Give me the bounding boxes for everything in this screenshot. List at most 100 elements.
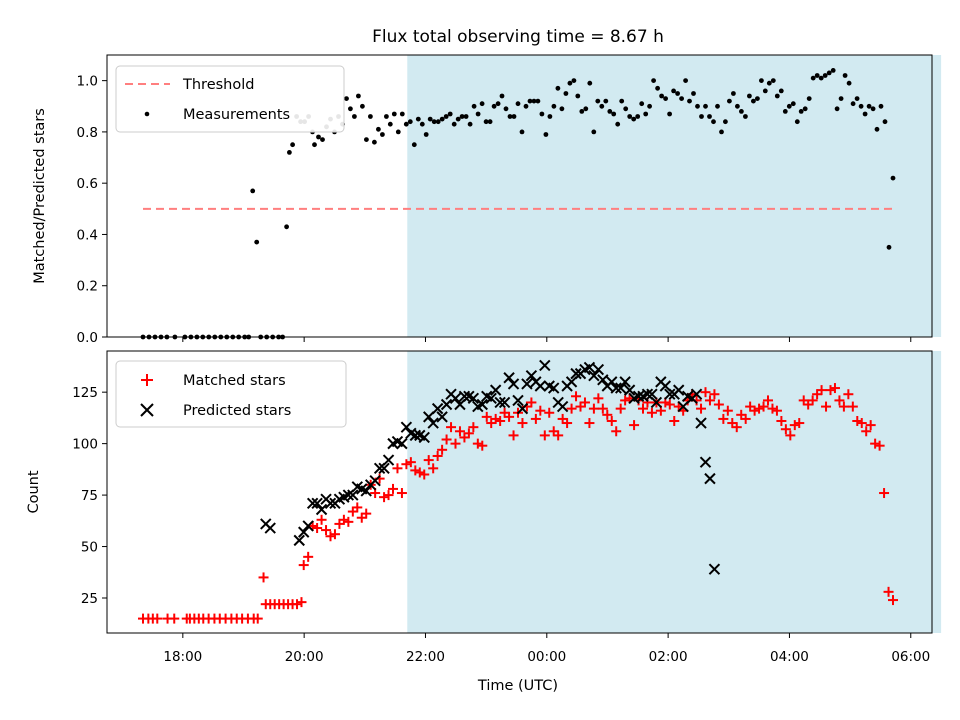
matched-point — [709, 389, 720, 400]
measurement-point — [431, 119, 437, 125]
matched-point — [865, 420, 876, 431]
measurement-point — [427, 116, 433, 122]
matched-point — [888, 595, 898, 606]
predicted-point — [293, 534, 305, 547]
matched-point — [379, 492, 390, 503]
matched-point — [602, 409, 613, 420]
matched-point — [553, 430, 564, 441]
predicted-point — [378, 462, 390, 475]
bottom-xtick-label: 02:00 — [649, 649, 688, 665]
measurement-point — [671, 88, 676, 94]
measurement-point — [719, 129, 724, 135]
measurement-point — [647, 103, 652, 109]
measurement-point — [862, 111, 868, 117]
matched-point — [763, 395, 773, 406]
measurement-point — [443, 114, 449, 119]
measurement-point — [890, 175, 896, 181]
measurement-point — [595, 98, 601, 104]
matched-point — [450, 438, 461, 449]
measurement-point — [587, 80, 593, 86]
matched-point — [669, 415, 680, 426]
predicted-point — [431, 402, 444, 415]
measurement-point — [447, 111, 453, 117]
matched-point — [696, 403, 707, 414]
matched-point — [298, 560, 309, 571]
matched-point — [441, 434, 452, 445]
matched-point — [749, 405, 760, 416]
matched-point — [829, 383, 840, 394]
measurement-point — [822, 73, 828, 78]
measurement-point — [423, 132, 429, 137]
bottom-ylabel: Count — [26, 470, 42, 513]
predicted-point — [440, 398, 453, 411]
bottom-ytick-label: 125 — [72, 385, 98, 401]
measurement-point — [786, 103, 792, 109]
measurement-point — [415, 116, 421, 122]
matched-point — [432, 450, 443, 461]
measurement-point — [806, 96, 812, 101]
matched-point — [388, 483, 398, 494]
measurement-point — [766, 80, 772, 86]
measurement-point — [870, 106, 876, 112]
predicted-point — [498, 396, 511, 409]
matched-point — [517, 418, 528, 429]
measurement-point — [778, 88, 784, 94]
measurement-point — [751, 98, 756, 104]
matched-point — [852, 415, 863, 426]
matched-point — [767, 403, 778, 414]
legend-measurements-label: Measurements — [183, 107, 290, 123]
matched-point — [713, 399, 724, 410]
matched-point — [646, 407, 657, 418]
measurement-point — [451, 121, 457, 127]
matched-point — [252, 613, 263, 624]
predicted-point — [623, 384, 636, 396]
measurement-point — [312, 142, 317, 148]
legend-predicted-label: Predicted stars — [183, 403, 291, 419]
measurement-point — [711, 119, 716, 125]
predicted-point — [467, 392, 480, 405]
measurement-point — [519, 129, 525, 135]
measurement-point — [316, 134, 321, 140]
measurement-point — [782, 109, 788, 114]
measurement-point — [487, 119, 493, 125]
matched-point — [392, 463, 403, 474]
bottom-legend-box — [115, 360, 347, 428]
predicted-point — [534, 380, 547, 392]
bottom-ytick-label: 75 — [81, 488, 98, 504]
measurement-point — [376, 126, 381, 132]
legend-predicted-swatch — [140, 403, 154, 417]
measurement-point — [810, 75, 816, 81]
measurement-point — [491, 103, 497, 109]
measurement-point — [627, 114, 633, 119]
predicted-point — [489, 384, 502, 396]
matched-point — [861, 426, 872, 437]
measurement-point — [411, 142, 417, 148]
measurement-point — [403, 121, 409, 127]
measurement-point — [703, 103, 708, 109]
matched-point — [629, 420, 640, 431]
matched-point — [834, 395, 845, 406]
measurement-point — [699, 114, 704, 119]
matched-point — [606, 415, 617, 426]
predicted-point — [570, 367, 582, 380]
predicted-point — [418, 431, 430, 444]
predicted-point — [641, 388, 654, 400]
matched-point — [410, 465, 421, 476]
measurement-point — [384, 114, 389, 119]
bottom-xtick-label: 20:00 — [285, 649, 324, 665]
measurement-point — [743, 114, 748, 119]
predicted-point — [704, 472, 716, 485]
measurement-point — [475, 111, 481, 117]
measurement-point — [814, 73, 820, 78]
measurement-point — [882, 119, 888, 125]
top-ylabel: Matched/Predicted stars — [32, 108, 48, 284]
matched-point — [722, 405, 733, 416]
matched-point — [847, 401, 858, 412]
top-ytick-label: 0.8 — [77, 125, 98, 141]
predicted-point — [619, 376, 631, 388]
matched-point — [446, 422, 457, 433]
bottom-panel: 25 50 75 100 125 18:00 20:00 22:00 00:00 02:00 04:… — [26, 350, 942, 694]
measurement-point — [794, 119, 800, 125]
matched-point — [169, 613, 180, 624]
measurement-point — [762, 88, 768, 94]
